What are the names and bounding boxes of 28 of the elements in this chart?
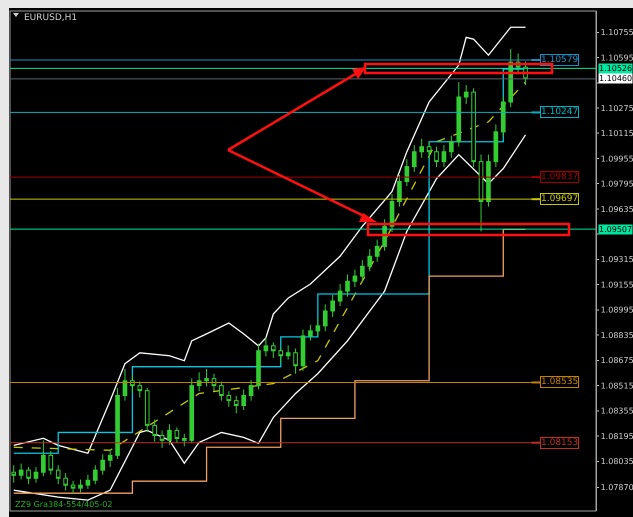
y-tick-label: 1.07870 [600,483,633,492]
annotation: ZZ9 Gra384-554/405-02 [15,500,112,509]
chart-title: EURUSD,H1 [24,13,78,23]
y-tick-label: 1.09795 [600,180,633,189]
ref-line-label: 1.09837 [541,172,578,182]
y-tick-label: 1.08515 [600,381,633,390]
y-tick-label: 1.08675 [600,356,633,366]
y-tick-label: 1.08835 [600,330,633,340]
y-tick-label: 1.08355 [600,406,633,416]
ref-line-label: 1.09697 [541,194,578,204]
y-tick-label: 1.10755 [600,28,633,38]
y-tick-label: 1.10595 [600,53,633,62]
ref-line-label: 1.08535 [541,377,578,387]
ref-line-label: 1.10579 [541,55,578,65]
ref-line-label: 1.10247 [541,107,578,117]
y-tick-label: 1.09315 [600,255,633,264]
y-tick-label: 1.09635 [600,204,633,214]
ref-line-label: 1.08153 [541,438,578,448]
y-tick-label: 1.10115 [600,129,633,138]
text: 1.10460 [599,74,632,83]
text: 1.09507 [599,225,632,234]
y-tick-label: 1.08995 [600,306,633,315]
y-tick-label: 1.09955 [600,154,633,164]
y-tick-label: 1.08035 [600,457,633,466]
y-tick-label: 1.09155 [600,280,633,290]
y-tick-label: 1.10275 [600,104,633,113]
text: 1.10526 [599,64,632,73]
y-tick-label: 1.08195 [600,432,633,441]
